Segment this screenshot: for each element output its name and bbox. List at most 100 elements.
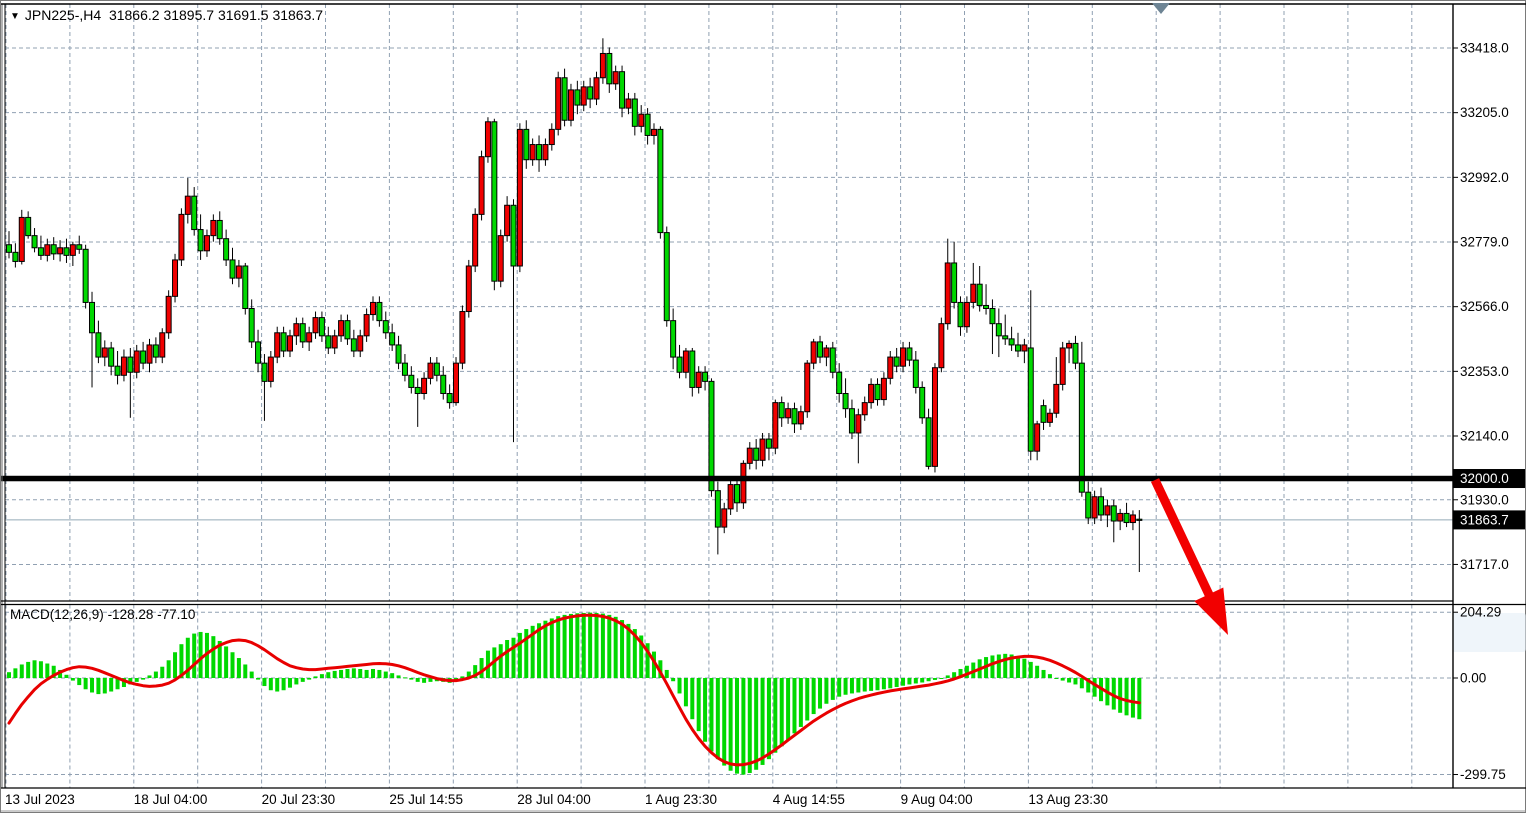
candle-bullish (421, 377, 428, 395)
macd-histogram-bar (811, 678, 816, 715)
macd-axis-label: 204.29 (1460, 605, 1501, 620)
candle-bearish (280, 332, 287, 352)
candle-bullish (57, 247, 64, 255)
macd-histogram-bar (1009, 654, 1014, 678)
candle-bullish (855, 414, 862, 434)
candle-bearish (50, 244, 57, 255)
candle-bullish (931, 367, 938, 467)
candle-bullish (638, 113, 645, 127)
chart-background[interactable] (5, 4, 1453, 788)
candle-bearish (536, 144, 543, 161)
macd-histogram-bar (607, 614, 612, 678)
candle-bearish (708, 380, 715, 492)
candle-bullish (804, 362, 811, 413)
candle-bullish (555, 77, 562, 130)
candle-bearish (242, 265, 249, 309)
candle-bullish (1059, 347, 1066, 385)
candle-bullish (625, 98, 632, 109)
macd-histogram-bar (786, 678, 791, 740)
price-axis-label: 32353.0 (1460, 364, 1509, 379)
candle-bullish (785, 408, 792, 419)
candle-bearish (765, 438, 772, 449)
candle-bearish (255, 341, 262, 364)
macd-histogram-bar (1041, 669, 1046, 678)
candle-bullish (682, 350, 689, 373)
candle-bearish (912, 359, 919, 388)
price-tag-box (1453, 510, 1525, 530)
candle-bullish (1066, 342, 1073, 349)
macd-histogram-bar (1092, 678, 1097, 697)
macd-histogram-bar (473, 665, 478, 678)
macd-histogram-bar (818, 678, 823, 709)
candle-bearish (817, 341, 824, 358)
trend-arrow-shaft[interactable] (1150, 478, 1216, 602)
trend-arrow-head-icon[interactable] (1194, 587, 1228, 635)
macd-histogram-bar (70, 678, 75, 681)
candle-bullish (970, 283, 977, 303)
macd-histogram-bar (249, 671, 254, 678)
candle-bullish (823, 347, 830, 358)
candle-bullish (357, 335, 364, 352)
macd-histogram-bar (952, 672, 957, 678)
macd-histogram-bar (313, 676, 318, 678)
bar-position-marker-icon[interactable] (1152, 3, 1170, 14)
macd-histogram-bar (837, 678, 842, 697)
candle-bearish (561, 77, 568, 121)
candle-bearish (657, 128, 664, 234)
candle-bearish (510, 204, 517, 267)
candle-bearish (446, 393, 453, 404)
candle-bullish (593, 77, 600, 100)
macd-histogram-bar (856, 678, 861, 693)
candle-bearish (874, 383, 881, 401)
candle-bearish (791, 408, 798, 425)
macd-histogram-bar (1124, 678, 1129, 716)
macd-histogram-bar (32, 660, 37, 678)
candle-bearish (1085, 491, 1092, 519)
macd-histogram-bar (102, 678, 107, 694)
candle-bullish (938, 323, 945, 369)
macd-histogram-bar (466, 671, 471, 678)
horizontal-level-line-32000[interactable] (1, 475, 1453, 482)
candle-bullish (1034, 423, 1041, 452)
macd-histogram-bar (485, 650, 490, 678)
macd-histogram-bar (735, 678, 740, 774)
macd-histogram-bar (632, 629, 637, 678)
candle-bearish (925, 417, 932, 467)
candle-bearish (95, 332, 102, 358)
time-axis-label: 1 Aug 23:30 (645, 792, 717, 807)
macd-histogram-bar (843, 678, 848, 695)
macd-histogram-bar (77, 678, 82, 686)
macd-histogram-bar (1015, 656, 1020, 678)
macd-histogram-bar (639, 635, 644, 678)
candle-bearish (1002, 335, 1009, 340)
macd-histogram-bar (747, 678, 752, 773)
candle-bearish (344, 320, 351, 340)
macd-histogram-bar (664, 669, 669, 678)
candle-bearish (976, 283, 983, 306)
macd-histogram-bar (281, 678, 286, 691)
macd-histogram-bar (160, 666, 165, 678)
candle-bullish (44, 244, 51, 256)
macd-histogram-bar (658, 660, 663, 678)
macd-histogram-bar (888, 678, 893, 689)
macd-histogram-bar (677, 678, 682, 694)
candle-bearish (734, 484, 741, 504)
candle-bearish (63, 247, 70, 256)
candle-bullish (721, 508, 728, 528)
candle-bearish (318, 317, 325, 337)
macd-histogram-bar (760, 678, 765, 765)
macd-histogram-bar (690, 678, 695, 720)
macd-histogram-bar (428, 678, 433, 682)
macd-histogram-bar (115, 678, 120, 690)
candle-bullish (542, 144, 549, 161)
candle-bullish (695, 371, 702, 388)
macd-histogram-bar (319, 674, 324, 678)
macd-histogram-bar (773, 678, 778, 753)
macd-axis-label: 0.00 (1460, 671, 1486, 686)
candle-bearish (714, 490, 721, 528)
candle-bearish (619, 71, 626, 109)
candle-bearish (1098, 496, 1105, 516)
candle-bearish (842, 393, 849, 410)
candle-bullish (861, 402, 868, 416)
